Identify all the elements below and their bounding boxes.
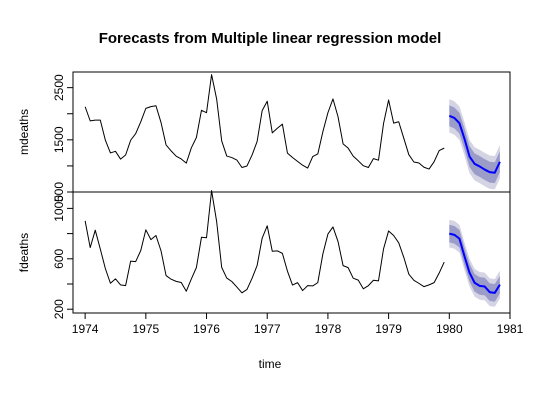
y-tick-label-fdeaths: 1000 [52, 195, 66, 222]
x-tick-label: 1980 [436, 322, 463, 336]
history-line-mdeaths [84, 74, 445, 170]
y-tick-label-mdeaths: 2500 [52, 74, 66, 101]
forecast-interval-80-mdeaths [449, 105, 500, 184]
y-tick-label-fdeaths: 200 [52, 299, 66, 319]
y-axis-label-fdeaths: fdeaths [17, 233, 31, 272]
x-tick-label: 1974 [72, 322, 99, 336]
chart-title: Forecasts from Multiple linear regressio… [99, 30, 442, 47]
panel-frame-fdeaths [72, 191, 511, 314]
x-tick-label: 1976 [193, 322, 220, 336]
x-tick-label: 1978 [315, 322, 342, 336]
forecast-line-fdeaths [449, 232, 501, 294]
x-tick-label: 1977 [254, 322, 281, 336]
y-tick-label-mdeaths: 500 [52, 182, 66, 202]
x-tick-label: 1979 [375, 322, 402, 336]
y-tick-label-mdeaths: 1500 [52, 126, 66, 153]
y-axis-label-mdeaths: mdeaths [17, 109, 31, 155]
forecast-line-mdeaths [448, 114, 501, 174]
x-axis-label: time [259, 357, 282, 371]
panel-frame-mdeaths [72, 71, 511, 193]
x-tick-label: 1981 [497, 322, 524, 336]
history-line-fdeaths [84, 190, 445, 294]
x-tick-label: 1975 [132, 322, 159, 336]
y-tick-label-fdeaths: 600 [52, 248, 66, 268]
